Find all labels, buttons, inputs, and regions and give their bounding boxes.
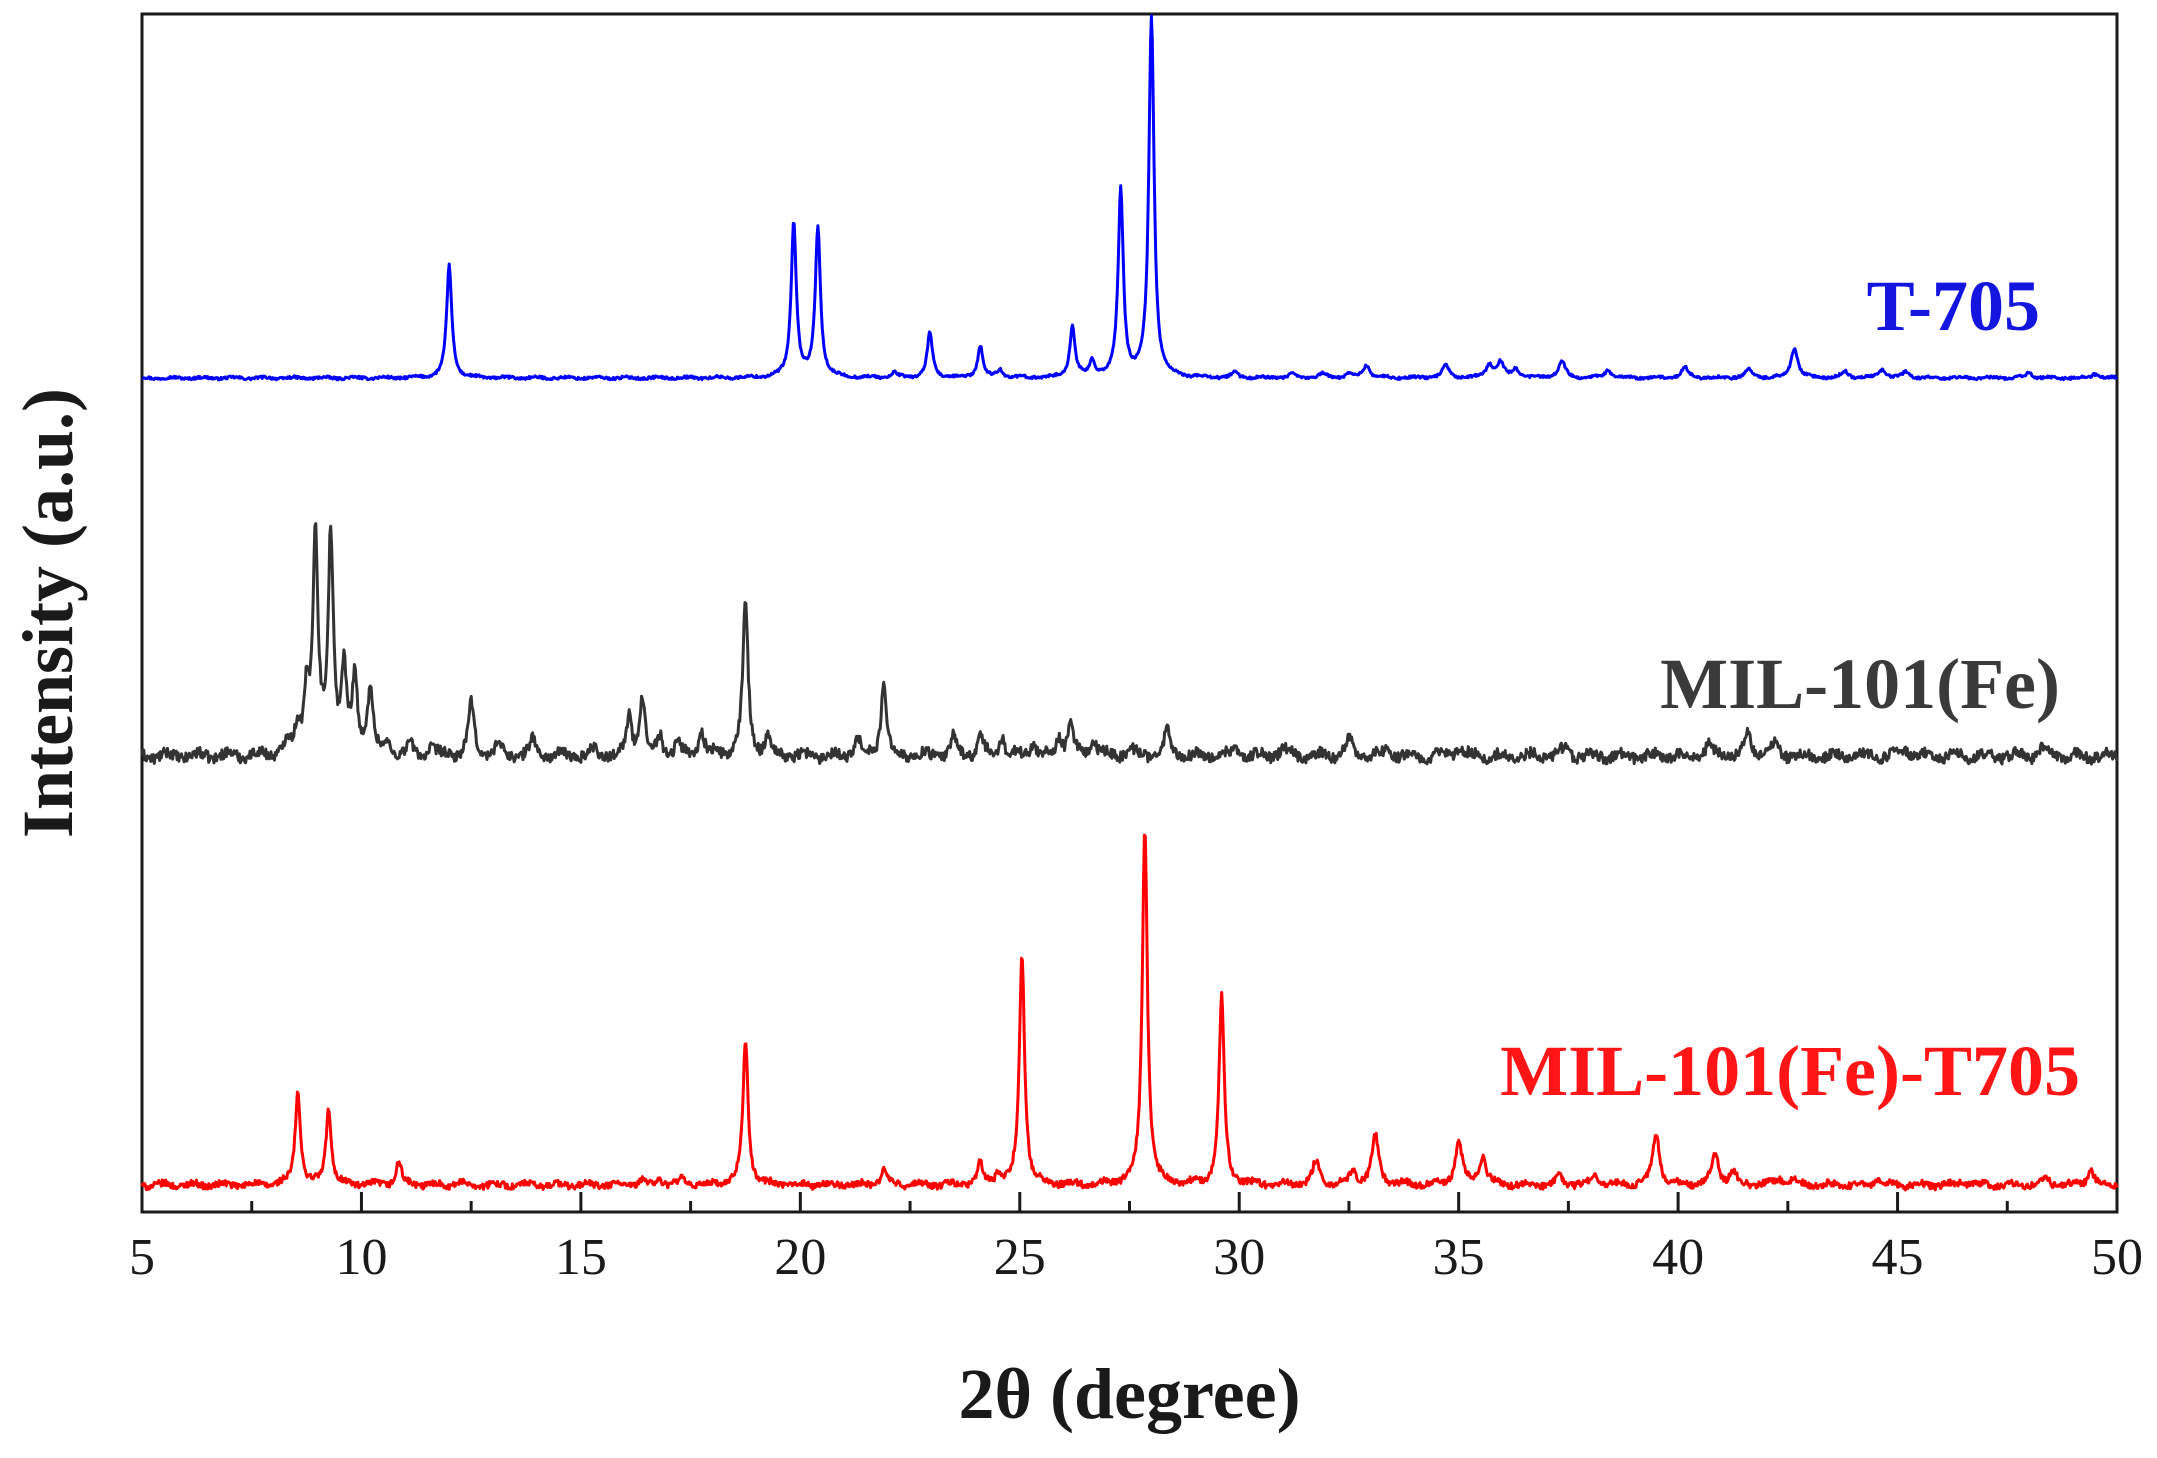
series-labels: T-705 MIL-101(Fe) MIL-101(Fe)-T705 [1500,266,2080,1111]
x-tick-label: 35 [1433,1229,1485,1286]
y-axis-title: Intensity (a.u.) [8,388,88,838]
series-label-1: T-705 [1867,266,2040,346]
x-axis-title: 2θ (degree) [958,1354,1300,1434]
series-label-2: MIL-101(Fe) [1660,644,2060,724]
series-line-3 [140,833,2119,1192]
series-line-1 [141,14,2118,382]
x-axis-tick-labels: 5 10 15 20 25 30 35 40 45 50 [129,1229,2143,1286]
x-tick-label: 45 [1872,1229,1924,1286]
x-tick-label: 5 [129,1229,155,1286]
x-tick-label: 10 [335,1229,387,1286]
series-line-2 [140,522,2119,766]
x-tick-label: 40 [1652,1229,1704,1286]
x-tick-label: 30 [1213,1229,1265,1286]
x-tick-label: 20 [774,1229,826,1286]
series-label-3: MIL-101(Fe)-T705 [1500,1031,2080,1111]
series-curves [140,14,2119,1192]
x-tick-label: 15 [555,1229,607,1286]
x-tick-label: 25 [994,1229,1046,1286]
x-tick-label: 50 [2091,1229,2143,1286]
x-axis-ticks [140,1192,2119,1212]
